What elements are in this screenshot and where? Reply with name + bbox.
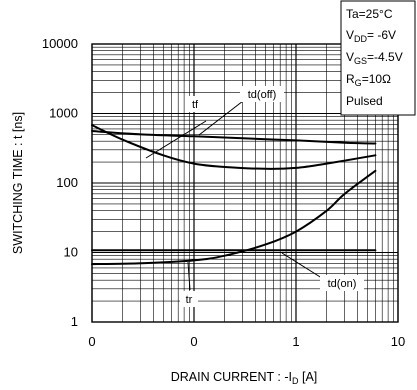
svg-text:tf: tf [192,99,199,111]
y-tick-label: 1000 [49,106,78,121]
series-tf-line [91,130,377,145]
svg-text:tr: tr [186,294,193,306]
cond-vgs: VGS=-4.5V [346,50,403,66]
label-tdoff: td(off) [198,86,284,136]
series-td-off-line [91,124,377,170]
cond-ta: Ta=25°C [346,7,393,21]
svg-text:td(on): td(on) [328,278,357,290]
x-tick-label: 1 [292,334,299,349]
x-tick-label: 0 [190,334,197,349]
y-tick-label: 10 [64,245,78,260]
curves [91,124,377,266]
conditions-box: Ta=25°C VDD= -6V VGS=-4.5V RG=10Ω Pulsed [340,0,416,116]
cond-vdd: VDD= -6V [346,28,396,44]
label-tdon: td(on) [281,252,364,291]
y-tick-label: 1 [71,314,78,329]
y-tick-label: 10000 [42,36,78,51]
y-tick-labels: 1 10 100 1000 10000 [42,36,78,329]
y-axis-title: SWITCHING TIME : t [ns] [11,112,25,254]
svg-text:td(off): td(off) [248,89,277,101]
series-tr-line [91,169,377,266]
x-tick-labels: 0 0 1 10 [88,334,405,349]
x-axis-title: DRAIN CURRENT : -ID [A] [171,370,318,386]
x-tick-label: 10 [391,334,405,349]
plot-frame [91,43,399,323]
y-tick-label: 100 [56,175,78,190]
cond-mode: Pulsed [346,94,383,108]
label-tf: tf [145,96,207,159]
x-tick-label: 0 [88,334,95,349]
cond-rg: RG=10Ω [346,72,391,88]
label-tr: tr [180,261,198,307]
